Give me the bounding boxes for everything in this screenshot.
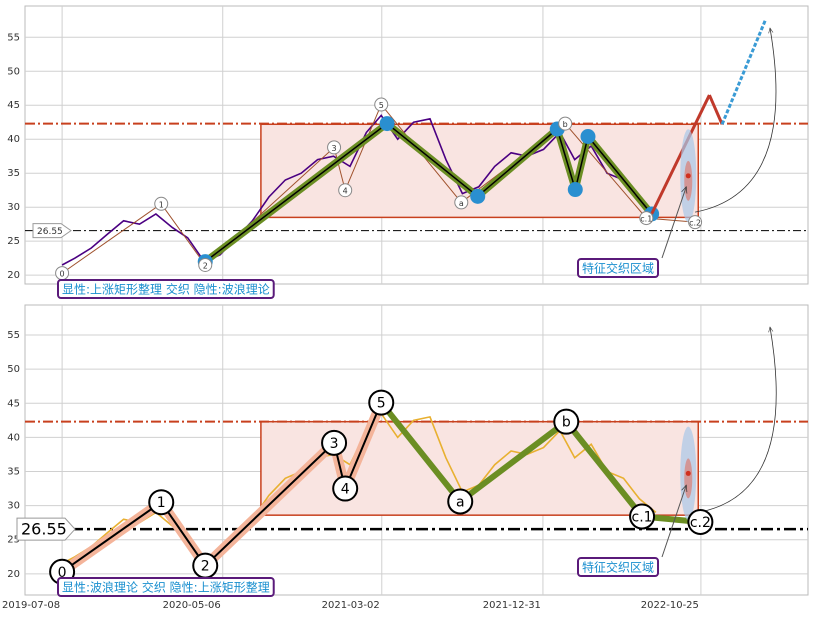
y-tick-label: 45 <box>7 398 20 409</box>
trend-point <box>379 116 395 132</box>
wave-marker <box>198 257 213 272</box>
wave-marker <box>374 97 389 112</box>
wave-marker <box>639 211 654 226</box>
zone-label: 特征交织区域 <box>582 560 654 575</box>
feature-core <box>684 458 693 499</box>
x-tick-label: 2021-12-31 <box>483 600 541 611</box>
wave-label: 4 <box>343 187 348 196</box>
y-tick-label: 40 <box>7 432 20 443</box>
zone-arrow <box>661 485 686 558</box>
pattern-label: 显性:波浪理论 交织 隐性:上涨矩形整理 <box>62 580 270 595</box>
wave-label: 5 <box>377 396 386 412</box>
wave-label: c.1 <box>632 510 653 526</box>
zone-label: 特征交织区域 <box>582 261 654 276</box>
x-tick-label: 2022-10-25 <box>641 600 699 611</box>
wave-label: 3 <box>330 436 339 452</box>
wave-marker <box>629 503 656 530</box>
pattern-label-box <box>57 279 275 299</box>
zone-label-box <box>577 557 660 577</box>
forecast-arrow <box>695 28 777 213</box>
y-tick-label: 30 <box>7 202 20 213</box>
level-tag <box>32 223 72 239</box>
projection-segment <box>720 19 767 125</box>
wave-label: c.1 <box>640 215 652 224</box>
y-tick-label: 25 <box>7 236 20 247</box>
wave-label: b <box>562 415 571 431</box>
y-tick-label: 50 <box>7 66 20 77</box>
wave-label: 2 <box>201 559 210 575</box>
zone-label-box <box>577 258 660 278</box>
pattern-label-box <box>57 577 275 597</box>
wave-marker <box>688 215 703 230</box>
wave-marker <box>148 489 175 516</box>
wave-label: 1 <box>159 200 164 209</box>
wave-marker <box>368 389 395 416</box>
forecast-arrow <box>700 327 777 513</box>
wave-label: a <box>459 199 464 208</box>
wave-label: 2 <box>203 261 208 270</box>
wave-label: 4 <box>341 482 350 498</box>
trend-point <box>580 129 596 145</box>
feature-core <box>684 160 693 201</box>
y-tick-label: 35 <box>7 466 20 477</box>
wave-marker <box>321 429 348 456</box>
wave-marker <box>447 488 474 515</box>
zone-arrow <box>661 187 686 259</box>
wave-marker <box>558 116 573 131</box>
wave-marker <box>454 195 469 210</box>
y-tick-label: 20 <box>7 270 20 281</box>
y-tick-label: 30 <box>7 501 20 512</box>
x-tick-label: 2021-03-02 <box>322 600 380 611</box>
wave-label: 0 <box>60 270 65 279</box>
y-tick-label: 20 <box>7 569 20 580</box>
x-tick-label: 2020-05-06 <box>163 600 221 611</box>
impulse-line <box>61 402 383 573</box>
y-tick-label: 40 <box>7 134 20 145</box>
level-tag <box>16 517 76 541</box>
level-label: 26.55 <box>21 520 67 539</box>
wave-label: a <box>456 495 465 511</box>
wave-label: 3 <box>332 144 337 153</box>
wave-marker <box>332 475 359 502</box>
trend-point <box>470 188 486 204</box>
wave-marker <box>327 140 342 155</box>
x-tick-label: 2019-07-08 <box>2 600 60 611</box>
wave-label: 1 <box>157 495 166 511</box>
y-tick-label: 50 <box>7 364 20 375</box>
y-tick-label: 35 <box>7 168 20 179</box>
trend-point <box>567 182 583 198</box>
y-tick-label: 55 <box>7 32 20 43</box>
wave-marker <box>553 408 580 435</box>
wave-label: b <box>563 120 568 129</box>
wave-label: 5 <box>379 101 384 110</box>
wave-marker <box>154 196 169 211</box>
wave-marker <box>687 508 714 535</box>
level-label: 26.55 <box>37 227 63 237</box>
projection-segment <box>708 94 724 125</box>
wave-label: c.2 <box>690 515 711 531</box>
wave-label: 0 <box>58 565 67 581</box>
wave-label: c.2 <box>689 219 701 228</box>
y-tick-label: 45 <box>7 100 20 111</box>
pattern-label: 显性:上涨矩形整理 交织 隐性:波浪理论 <box>62 282 270 297</box>
wave-marker <box>338 183 353 198</box>
projection-segment <box>650 94 711 215</box>
feature-dot <box>685 470 691 476</box>
y-tick-label: 25 <box>7 535 20 546</box>
y-tick-label: 55 <box>7 330 20 341</box>
wave-line <box>61 103 696 274</box>
feature-dot <box>685 173 691 179</box>
